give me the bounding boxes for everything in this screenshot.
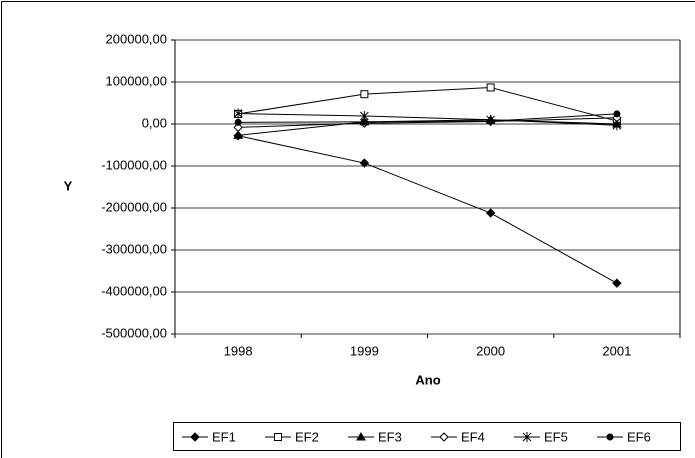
series-line — [238, 113, 617, 126]
data-point — [486, 83, 495, 92]
x-tick-label: 1999 — [350, 343, 379, 358]
legend-marker — [356, 431, 366, 441]
data-point — [612, 278, 622, 288]
legend-label: EF5 — [544, 429, 568, 444]
y-tick-label: -300000,00 — [101, 241, 167, 256]
y-axis-label: Y — [64, 178, 73, 193]
data-point — [359, 158, 370, 168]
data-point — [234, 118, 242, 126]
legend-label: EF4 — [461, 429, 485, 444]
legend-marker — [606, 433, 614, 441]
data-point — [487, 117, 495, 125]
y-tick-label: -500000,00 — [101, 325, 167, 340]
legend-label: EF1 — [212, 429, 236, 444]
y-tick-label: 200000,00 — [106, 31, 167, 46]
x-axis-label: Ano — [415, 372, 440, 387]
legend-box — [173, 422, 681, 451]
data-point — [360, 90, 369, 99]
legend-label: EF3 — [378, 429, 402, 444]
x-tick-label: 1998 — [224, 343, 253, 358]
legend-marker — [190, 432, 200, 442]
data-point — [485, 208, 496, 218]
x-tick-label: 2001 — [602, 343, 631, 358]
series-line — [238, 119, 617, 136]
y-tick-label: -200000,00 — [101, 199, 167, 214]
series-line — [238, 113, 617, 123]
legend-marker — [439, 432, 449, 442]
legend-label: EF2 — [295, 429, 319, 444]
data-point — [613, 110, 621, 118]
data-point — [233, 130, 243, 139]
series-line — [238, 135, 618, 284]
series-line — [238, 86, 618, 122]
data-point — [360, 118, 368, 126]
y-tick-label: 100000,00 — [106, 73, 167, 88]
legend-marker — [274, 433, 282, 441]
y-tick-label: 0,00 — [142, 115, 167, 130]
y-tick-label: -400000,00 — [101, 283, 167, 298]
data-point — [612, 120, 622, 131]
series-line — [238, 117, 617, 128]
legend-marker — [522, 432, 532, 442]
legend-label: EF6 — [627, 429, 651, 444]
x-tick-label: 2000 — [476, 343, 505, 358]
y-tick-label: -100000,00 — [101, 157, 167, 172]
data-point — [233, 108, 243, 119]
data-point — [233, 122, 243, 133]
